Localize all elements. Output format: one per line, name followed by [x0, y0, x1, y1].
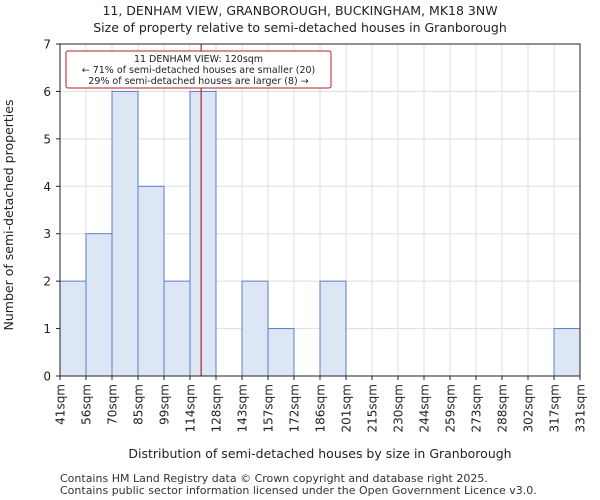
footer-line-1: Contains HM Land Registry data © Crown c… [60, 472, 488, 485]
x-tick-label: 114sqm [184, 384, 198, 432]
chart-subtitle: Size of property relative to semi-detach… [93, 20, 507, 35]
y-axis: 0 1 2 3 4 5 6 7 [43, 38, 60, 384]
bar [111, 90, 139, 377]
chart-title: 11, DENHAM VIEW, GRANBOROUGH, BUCKINGHAM… [102, 3, 497, 18]
y-tick-label: 3 [43, 227, 51, 241]
bar [553, 328, 581, 377]
y-tick-label: 5 [43, 132, 51, 146]
x-tick-label: 230sqm [392, 384, 406, 432]
y-tick-label: 0 [43, 370, 51, 384]
x-axis: 41sqm 56sqm 70sqm 85sqm 99sqm 114sqm 128sqm 143… [54, 376, 588, 432]
bar [319, 280, 347, 377]
x-tick-label: 302sqm [522, 384, 536, 432]
annotation-line: ← 71% of semi-detached houses are smalle… [82, 65, 316, 76]
y-tick-label: 6 [43, 85, 51, 99]
bar [189, 90, 217, 377]
x-tick-label: 143sqm [236, 384, 250, 432]
footer-line-2: Contains public sector information licen… [60, 484, 537, 497]
bar [137, 185, 165, 377]
x-tick-label: 259sqm [444, 384, 458, 432]
x-tick-label: 201sqm [340, 384, 354, 432]
bar [85, 233, 113, 377]
x-tick-label: 157sqm [262, 384, 276, 432]
annotation-box [65, 50, 332, 89]
annotation-line: 11 DENHAM VIEW: 120sqm [134, 54, 263, 65]
y-tick-label: 4 [43, 180, 51, 194]
x-tick-label: 70sqm [106, 384, 120, 425]
bar [59, 280, 87, 377]
x-tick-label: 244sqm [418, 384, 432, 432]
y-axis-label: Number of semi-detached properties [1, 100, 16, 331]
bars [59, 90, 581, 377]
footer: Contains HM Land Registry data © Crown c… [60, 473, 537, 497]
x-tick-label: 41sqm [54, 384, 68, 425]
x-tick-label: 288sqm [496, 384, 510, 432]
y-tick-label: 1 [43, 322, 51, 336]
x-tick-label: 215sqm [366, 384, 380, 432]
x-tick-label: 128sqm [210, 384, 224, 432]
x-tick-label: 186sqm [314, 384, 328, 432]
annotation-line: 29% of semi-detached houses are larger (… [88, 76, 308, 87]
x-tick-label: 273sqm [470, 384, 484, 432]
x-tick-label: 56sqm [80, 384, 94, 425]
bar [163, 280, 191, 377]
x-tick-label: 99sqm [158, 384, 172, 425]
x-axis-label: Distribution of semi-detached houses by … [128, 446, 511, 461]
x-tick-label: 172sqm [288, 384, 302, 432]
bar [241, 280, 269, 377]
marker-group: 11 DENHAM VIEW: 120sqm← 71% of semi-deta… [65, 44, 332, 376]
bar [267, 328, 295, 377]
histogram-chart: 11, DENHAM VIEW, GRANBOROUGH, BUCKINGHAM… [1, 3, 588, 461]
y-tick-label: 7 [43, 38, 51, 52]
x-tick-label: 331sqm [574, 384, 588, 432]
x-tick-label: 317sqm [548, 384, 562, 432]
y-tick-label: 2 [43, 275, 51, 289]
x-tick-label: 85sqm [132, 384, 146, 425]
